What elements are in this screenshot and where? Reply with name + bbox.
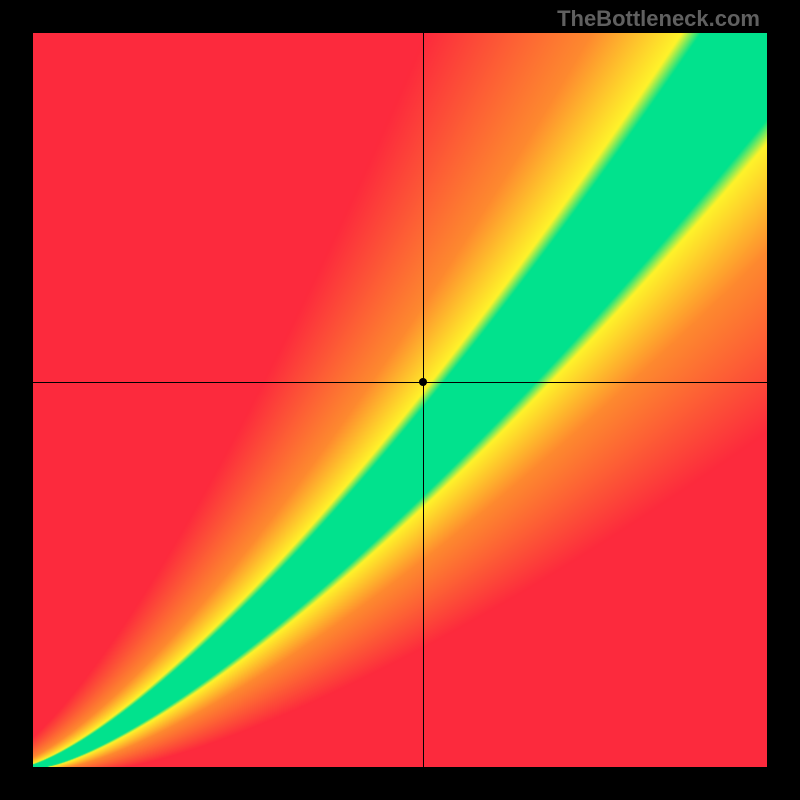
watermark-text: TheBottleneck.com xyxy=(557,6,760,32)
crosshair-marker xyxy=(419,378,427,386)
chart-container: TheBottleneck.com xyxy=(0,0,800,800)
crosshair-horizontal xyxy=(33,382,767,383)
crosshair-vertical xyxy=(423,33,424,767)
heatmap-canvas xyxy=(33,33,767,767)
plot-area xyxy=(33,33,767,767)
